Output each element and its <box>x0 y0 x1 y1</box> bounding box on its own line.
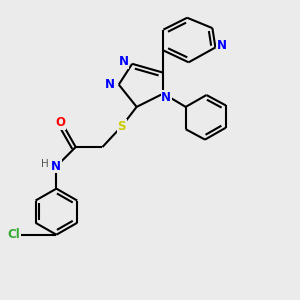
Text: O: O <box>55 116 65 129</box>
Text: S: S <box>118 120 126 133</box>
Text: N: N <box>105 78 115 91</box>
Text: Cl: Cl <box>8 228 20 241</box>
Text: N: N <box>217 40 227 52</box>
Text: H: H <box>41 159 49 169</box>
Text: N: N <box>161 91 171 104</box>
Text: N: N <box>51 160 62 173</box>
Text: N: N <box>119 55 129 68</box>
